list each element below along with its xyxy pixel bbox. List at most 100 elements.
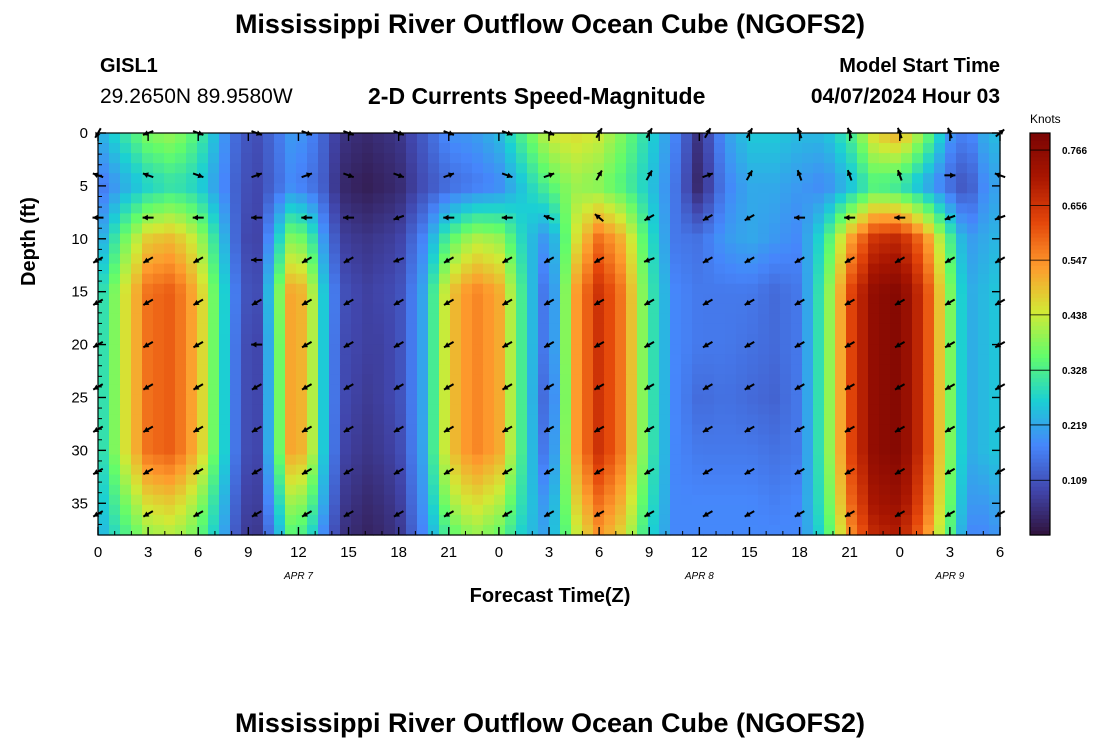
heatmap-cell xyxy=(637,374,649,385)
heatmap-cell xyxy=(516,143,528,154)
heatmap-cell xyxy=(307,504,319,516)
heatmap-cell xyxy=(230,193,242,204)
current-arrow xyxy=(501,383,513,391)
heatmap-cell xyxy=(120,143,132,154)
heatmap-cell xyxy=(923,434,935,446)
heatmap-cell xyxy=(769,193,781,204)
heatmap-cell xyxy=(164,233,176,245)
heatmap-cell xyxy=(615,323,627,335)
heatmap-cell xyxy=(109,464,121,476)
colorbar-segment xyxy=(1030,309,1050,315)
heatmap-cell xyxy=(285,424,297,436)
heatmap-cell xyxy=(659,323,671,335)
heatmap-cell xyxy=(560,504,572,516)
heatmap-cell xyxy=(879,424,891,436)
heatmap-cell xyxy=(934,484,946,496)
heatmap-cell xyxy=(318,434,330,446)
heatmap-cell xyxy=(593,344,605,355)
heatmap-cell xyxy=(197,424,209,436)
current-arrow xyxy=(744,510,755,518)
heatmap-cell xyxy=(197,344,209,355)
heatmap-cell xyxy=(164,374,176,385)
heatmap-cell xyxy=(142,313,154,325)
heatmap-cell xyxy=(637,404,649,415)
heatmap-cell xyxy=(186,444,198,456)
heatmap-cell xyxy=(373,143,385,154)
heatmap-cell xyxy=(131,153,143,164)
heatmap-cell xyxy=(703,524,715,536)
heatmap-cell xyxy=(340,293,352,305)
heatmap-cell xyxy=(879,183,891,194)
heatmap-cell xyxy=(978,414,990,426)
heatmap-cell xyxy=(912,344,924,355)
heatmap-cell xyxy=(142,354,154,365)
heatmap-cell xyxy=(648,233,660,245)
heatmap-cell xyxy=(978,364,990,375)
heatmap-cell xyxy=(780,133,792,144)
heatmap-cell xyxy=(659,424,671,436)
heatmap-cell xyxy=(813,193,825,204)
heatmap-cell xyxy=(604,173,616,184)
heatmap-cell xyxy=(230,283,242,295)
heatmap-cell xyxy=(989,434,1001,446)
heatmap-cell xyxy=(780,374,792,385)
heatmap-cell xyxy=(637,183,649,194)
heatmap-cell xyxy=(912,143,924,154)
heatmap-cell xyxy=(351,404,363,415)
colorbar-segment xyxy=(1030,394,1050,399)
heatmap-cell xyxy=(483,183,495,194)
heatmap-cell xyxy=(571,444,583,456)
heatmap-cell xyxy=(582,454,594,466)
heatmap-cell xyxy=(307,293,319,305)
heatmap-cell xyxy=(912,394,924,405)
heatmap-cell xyxy=(945,504,957,516)
model-start-value: 04/07/2024 Hour 03 xyxy=(810,85,1000,108)
heatmap-cell xyxy=(549,243,561,255)
heatmap-cell xyxy=(230,404,242,415)
heatmap-cell xyxy=(549,454,561,466)
heatmap-cell xyxy=(186,143,198,154)
heatmap-cell xyxy=(681,374,693,385)
heatmap-cell xyxy=(186,193,198,204)
heatmap-cell xyxy=(384,193,396,204)
heatmap-cell xyxy=(791,474,803,486)
heatmap-cell xyxy=(560,303,572,315)
heatmap-cell xyxy=(934,374,946,385)
colorbar-segment xyxy=(1030,434,1050,440)
heatmap-cell xyxy=(879,233,891,245)
heatmap-cell xyxy=(230,153,242,164)
heatmap-cell xyxy=(175,143,187,154)
heatmap-cell xyxy=(879,394,891,405)
heatmap-cell xyxy=(98,504,110,516)
heatmap-cell xyxy=(263,223,275,235)
heatmap-cell xyxy=(494,233,506,245)
heatmap-cell xyxy=(626,323,638,335)
heatmap-cell xyxy=(692,183,704,194)
heatmap-cell xyxy=(208,233,220,245)
heatmap-cell xyxy=(450,364,462,375)
heatmap-cell xyxy=(406,504,418,516)
heatmap-cell xyxy=(637,424,649,436)
heatmap-cell xyxy=(274,484,286,496)
heatmap-cell xyxy=(967,394,979,405)
heatmap-cell xyxy=(879,504,891,516)
heatmap-cell xyxy=(857,283,869,295)
current-arrow xyxy=(844,467,855,476)
heatmap-cell xyxy=(769,263,781,275)
heatmap-cell xyxy=(109,213,121,225)
heatmap-cell xyxy=(626,444,638,456)
heatmap-cell xyxy=(153,414,165,426)
heatmap-cell xyxy=(153,384,165,395)
heatmap-cell xyxy=(560,444,572,456)
heatmap-cell xyxy=(109,293,121,305)
heatmap-cell xyxy=(824,394,836,405)
heatmap-cell xyxy=(637,444,649,456)
heatmap-cell xyxy=(637,334,649,345)
current-arrow xyxy=(794,425,805,433)
heatmap-cell xyxy=(890,474,902,486)
heatmap-cell xyxy=(296,183,308,194)
heatmap-cell xyxy=(582,444,594,456)
heatmap-cell xyxy=(538,394,550,405)
colorbar-segment xyxy=(1030,173,1050,178)
heatmap-cell xyxy=(681,283,693,295)
